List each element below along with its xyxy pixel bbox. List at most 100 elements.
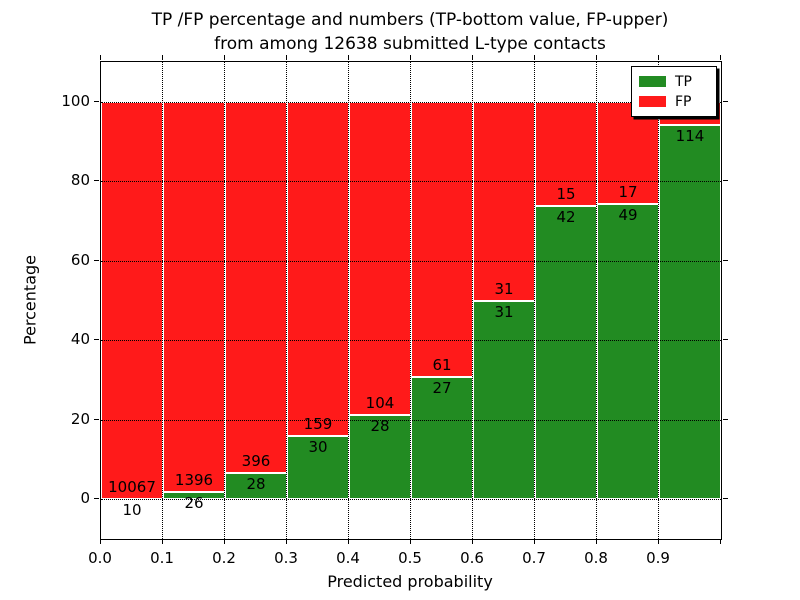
x-tick-mark-top — [534, 55, 536, 61]
x-tick-mark-top — [596, 55, 598, 61]
fp-count-label: 159 — [303, 415, 333, 434]
x-tick-mark — [410, 539, 412, 544]
y-tick-mark — [94, 259, 100, 261]
tp-bar-segment — [535, 206, 597, 500]
y-tick-mark — [94, 418, 100, 420]
tp-swatch-icon — [639, 76, 666, 87]
y-tick-mark — [94, 498, 100, 500]
x-tick-mark-top — [720, 55, 722, 61]
x-tick-mark-top — [410, 55, 412, 61]
y-tick-mark-right — [722, 339, 728, 341]
fp-count-label: 15 — [556, 185, 576, 204]
y-tick-mark-right — [722, 418, 728, 420]
fp-count-label: 104 — [365, 393, 395, 412]
x-tick-label: 0.8 — [584, 549, 608, 567]
tp-count-label: 27 — [432, 379, 452, 398]
fp-bar-segment — [163, 101, 225, 492]
fp-swatch-icon — [639, 96, 666, 107]
vertical-gridline — [348, 62, 350, 539]
x-tick-mark — [162, 539, 164, 544]
x-tick-mark — [534, 539, 536, 544]
x-tick-mark — [224, 539, 226, 544]
tp-count-label: 28 — [370, 416, 390, 435]
x-tick-label: 0.2 — [212, 549, 236, 567]
y-tick-mark-right — [722, 180, 728, 182]
fp-count-label: 61 — [432, 356, 452, 375]
y-tick-label: 20 — [70, 409, 90, 428]
fp-count-label: 396 — [241, 452, 271, 470]
x-tick-mark — [658, 539, 660, 544]
x-tick-mark — [596, 539, 598, 544]
x-tick-mark — [720, 539, 722, 544]
fp-bar-segment — [473, 101, 535, 301]
y-tick-mark — [94, 180, 100, 182]
fp-count-label: 31 — [494, 279, 514, 298]
vertical-gridline — [286, 62, 288, 539]
vertical-gridline — [162, 62, 164, 539]
tp-bar-segment — [597, 204, 659, 500]
x-tick-mark — [348, 539, 350, 544]
x-tick-label: 0.4 — [336, 549, 360, 567]
chart-title-line1: TP /FP percentage and numbers (TP-bottom… — [151, 10, 669, 30]
tp-bar-segment — [659, 124, 721, 500]
fp-bar-segment — [411, 101, 473, 378]
fp-bar-segment — [349, 101, 411, 415]
vertical-gridline — [472, 62, 474, 539]
tp-count-label: 10 — [122, 500, 142, 519]
tp-count-label: 26 — [184, 493, 204, 512]
plot-area: TP FP 10067 10 1396 26 396 28 159 30 104 28 61 27 31… — [94, 55, 728, 544]
y-tick-mark — [94, 339, 100, 341]
x-tick-mark-top — [658, 55, 660, 61]
x-tick-mark-top — [224, 55, 226, 61]
x-tick-mark — [100, 539, 102, 544]
tp-bar-segment — [411, 377, 473, 500]
y-tick-label: 0 — [80, 489, 90, 508]
x-tick-mark — [286, 539, 288, 544]
x-tick-mark-top — [100, 55, 102, 61]
vertical-gridline — [534, 62, 536, 539]
tp-count-label: 49 — [618, 206, 638, 225]
tp-bar-segment — [225, 473, 287, 500]
x-tick-mark — [472, 539, 474, 544]
legend-item-tp: TP — [639, 73, 710, 90]
x-tick-mark-top — [162, 55, 164, 61]
x-tick-label: 0.5 — [398, 549, 422, 567]
tp-count-label: 42 — [556, 208, 576, 227]
tp-bar-segment — [473, 300, 535, 500]
x-tick-mark-top — [472, 55, 474, 61]
y-tick-label: 80 — [70, 171, 90, 190]
tp-count-label: 114 — [675, 126, 705, 145]
fp-count-label: 1396 — [174, 470, 214, 489]
fp-bar-segment — [597, 101, 659, 205]
x-tick-label: 0.6 — [460, 549, 484, 567]
chart-title-line2: from among 12638 submitted L-type contac… — [214, 34, 606, 54]
x-tick-label: 0.9 — [646, 549, 670, 567]
tp-count-label: 30 — [308, 438, 328, 457]
y-tick-mark-right — [722, 498, 728, 500]
fp-bar-segment — [101, 101, 163, 499]
x-tick-label: 0.7 — [522, 549, 546, 567]
vertical-gridline — [410, 62, 412, 539]
legend: TP FP — [631, 66, 717, 117]
vertical-gridline — [224, 62, 226, 539]
fp-bar-segment — [287, 101, 349, 437]
tp-count-label: 28 — [246, 475, 266, 493]
fp-bar-segment — [535, 101, 597, 207]
y-tick-label: 100 — [61, 91, 90, 110]
y-tick-label: 60 — [70, 250, 90, 269]
x-tick-label: 0.0 — [88, 549, 112, 567]
y-tick-label: 40 — [70, 330, 90, 349]
tp-count-label: 31 — [494, 302, 514, 321]
x-axis-label: Predicted probability — [327, 572, 493, 591]
fp-bar-segment — [225, 101, 287, 473]
fp-count-label: 10067 — [108, 477, 156, 496]
x-tick-mark-top — [348, 55, 350, 61]
legend-item-fp: FP — [639, 93, 710, 110]
legend-label-tp: TP — [675, 73, 692, 90]
x-tick-label: 0.3 — [274, 549, 298, 567]
tp-bar-segment — [349, 414, 411, 500]
y-tick-mark — [94, 100, 100, 102]
vertical-gridline — [658, 62, 660, 539]
legend-label-fp: FP — [675, 93, 692, 110]
